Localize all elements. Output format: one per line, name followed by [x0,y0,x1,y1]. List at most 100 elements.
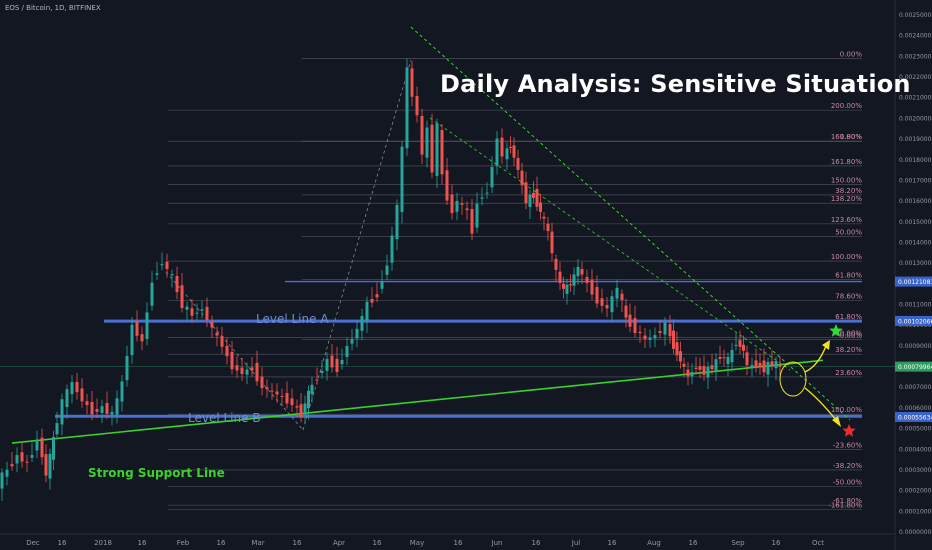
candle-body [180,285,184,309]
candle-body [330,355,334,368]
candle-body [100,406,104,413]
candle-body [255,362,259,382]
x-tick-label: 16 [58,539,67,547]
candle-body [702,366,706,375]
price-tag [895,411,932,422]
candle-body [653,335,657,339]
candle-body [445,170,449,201]
candle-body [210,321,214,328]
candle-body [610,296,614,313]
x-tick-label: Apr [333,539,345,547]
time-axis[interactable]: Dec 16 2018 16 Feb 16 Mar 16 Apr 16 May 16 Jun 16 Jul 1… [26,539,824,547]
candle-body [44,454,48,476]
level-line-a-label: Level Line A [256,312,329,326]
candle-body [698,366,702,370]
fib-label: -61.80% [833,497,863,505]
y-tick-label: 0.00160000 [899,198,932,205]
fib-label: 161.80% [831,133,862,141]
candle-body [275,391,279,395]
x-tick-label: 16 [772,539,781,547]
up-arrow [804,345,827,373]
support-line-label: Strong Support Line [88,466,225,480]
candle-body [580,269,584,275]
candle-body [110,411,114,415]
chart-title: Daily Analysis: Sensitive Situation [440,70,911,98]
candle-body [135,321,139,336]
candle-body [539,202,542,212]
fib-label: 0.00% [840,50,863,58]
fib-label: 100.00% [831,253,862,261]
fib-label: 61.80% [835,313,862,321]
candle-body [648,337,652,340]
fib-label: 150.00% [831,177,862,185]
price-tag-label: 0.00121081 [898,279,932,286]
candle-body [230,351,234,370]
y-tick-label: 0.00220000 [899,74,932,81]
fib-label: 78.60% [835,292,862,300]
x-tick-label: 16 [217,539,226,547]
candle-body [90,401,94,415]
candle-body [500,137,504,157]
y-tick-label: 0.00230000 [899,53,932,60]
candle-body [40,437,44,458]
candle-body [516,157,520,170]
candle-body [290,398,294,406]
y-tick-label: 0.00150000 [899,219,932,226]
candle-body [542,216,546,219]
candle-body [20,452,24,462]
candle-body [320,370,324,373]
x-tick-label: 16 [608,539,617,547]
down-arrow-head [832,416,841,427]
x-tick-label: 16 [138,539,147,547]
candle-body [565,284,569,294]
y-tick-label: 0.00240000 [899,33,932,40]
fib-label: 23.60% [835,369,862,377]
downtrend-line-inner [429,117,791,371]
x-tick-label: Jul [571,539,581,547]
candle-body [672,330,675,349]
y-tick-label: 0.00010000 [899,508,932,515]
candle-body [714,359,718,371]
candle-body [15,455,19,464]
candle-body [726,356,730,364]
fib-label: 138.20% [831,195,862,203]
price-tag-label: 0.00079964 [898,364,932,371]
level-line-b-label: Level Line B [188,411,261,425]
candle-body [70,382,74,395]
price-axis[interactable]: 0.00250000 0.00240000 0.00230000 0.00220000… [895,12,932,536]
y-tick-label: 0.00140000 [899,239,932,246]
candle-body [550,231,554,254]
fib-label: 123.60% [831,216,862,224]
candle-body [160,264,164,266]
candle-body [155,273,159,275]
candle-body [360,316,364,331]
candle-body [375,294,379,298]
fib-label: 0.00% [840,133,863,141]
candle-body [370,299,374,303]
candle-body [694,367,698,369]
candle-body [145,312,149,339]
y-tick-label: 0.00250000 [899,12,932,19]
candle-body [576,266,580,277]
candle-body [495,138,499,166]
swing-line [165,271,304,431]
fib-label: 50.00% [835,228,862,236]
candle-body [455,200,459,212]
candle-body [340,359,344,365]
candle-body [60,399,64,425]
candle-body [10,464,14,467]
candle-body [595,286,599,304]
candle-body [235,365,239,371]
candle-body [205,306,209,321]
candle-body [355,328,359,339]
candle-body [605,304,609,309]
candle-body [766,361,770,375]
fib-label: -23.60% [833,441,863,449]
y-tick-label: 0.00180000 [899,157,932,164]
candle-body [754,360,758,368]
x-tick-label: Aug [647,539,661,547]
candle-body [385,265,389,275]
y-tick-label: 0.00210000 [899,95,932,102]
x-tick-label: 16 [454,539,463,547]
